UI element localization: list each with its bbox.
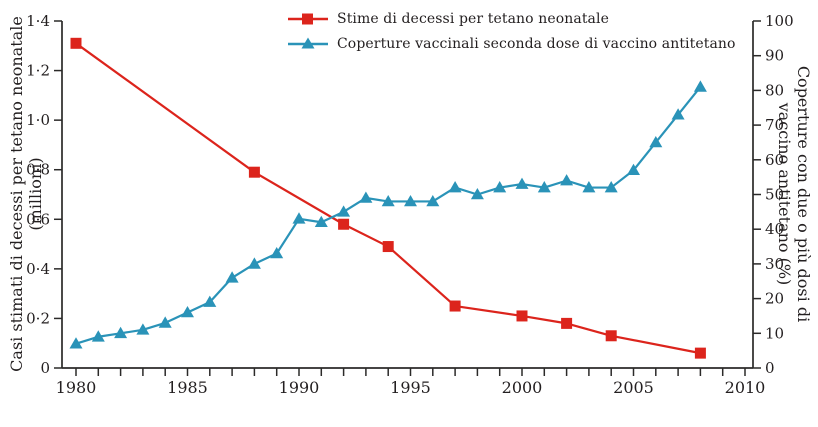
legend-item-coverage: Coperture vaccinali seconda dose di vacc… — [287, 34, 736, 54]
x-axis-tick-label: 1995 — [390, 378, 431, 397]
left-axis-tick-label: 1·0 — [26, 111, 50, 129]
left-axis-tick-label: 0·8 — [26, 161, 50, 179]
coverage-data-marker — [493, 181, 507, 193]
coverage-data-marker — [448, 181, 462, 193]
coverage-data-marker — [203, 295, 217, 307]
left-axis-tick-label: 0·6 — [26, 210, 50, 228]
coverage-data-marker — [69, 337, 83, 349]
right-axis-tick-label: 100 — [765, 12, 794, 30]
x-axis-tick-label: 1990 — [279, 378, 320, 397]
coverage-data-marker — [292, 212, 306, 224]
left-axis-title: Casi stimati di decessi per tetano neona… — [4, 16, 48, 372]
coverage-data-marker — [404, 194, 417, 207]
coverage-data-marker — [627, 163, 640, 176]
left-axis-title-line1: Casi stimati di decessi per tetano neona… — [7, 16, 26, 372]
legend-item-deaths: Stime di decessi per tetano neonatale — [287, 9, 736, 29]
deaths-data-marker — [338, 218, 350, 230]
coverage-data-marker — [91, 330, 105, 342]
coverage-series-line — [75, 86, 702, 345]
coverage-data-marker — [181, 305, 194, 318]
coverage-data-marker — [270, 246, 284, 259]
x-axis-tick-label: 1980 — [56, 378, 97, 397]
coverage-data-marker — [537, 181, 551, 193]
deaths-data-marker — [694, 347, 706, 359]
coverage-data-marker — [649, 135, 663, 148]
deaths-data-marker — [516, 310, 528, 322]
right-axis-title-line2: vaccino antitetano (%) — [775, 102, 794, 286]
deaths-data-marker — [70, 37, 82, 49]
coverage-data-marker — [114, 326, 128, 339]
x-axis-tick-label: 2010 — [725, 378, 766, 397]
deaths-data-marker — [449, 300, 461, 312]
deaths-data-marker — [248, 166, 260, 178]
coverage-data-marker — [671, 108, 685, 120]
deaths-data-marker — [561, 317, 573, 329]
coverage-data-marker — [604, 181, 618, 193]
x-axis-tick-label: 2005 — [613, 378, 654, 397]
coverage-data-marker — [225, 271, 239, 283]
left-axis-tick-label: 0 — [40, 359, 50, 377]
coverage-data-marker — [314, 215, 328, 228]
coverage-data-marker — [560, 174, 574, 186]
coverage-data-marker — [693, 80, 707, 92]
left-axis-tick-label: 1·2 — [26, 62, 50, 80]
right-axis-tick-label: 50 — [765, 186, 784, 204]
coverage-data-marker — [470, 188, 484, 200]
right-axis-tick-label: 40 — [765, 220, 784, 238]
coverage-data-marker — [582, 181, 596, 193]
coverage-data-marker — [158, 316, 172, 328]
x-axis-tick-label: 2000 — [502, 378, 543, 397]
right-axis-title: Coperture con due o più dosi di vaccino … — [770, 21, 816, 368]
legend: Stime di decessi per tetano neonatale Co… — [287, 9, 736, 54]
coverage-data-marker — [136, 323, 150, 335]
coverage-legend-label: Coperture vaccinali seconda dose di vacc… — [337, 36, 736, 52]
deaths-data-marker — [605, 330, 617, 342]
coverage-legend-marker-icon — [288, 37, 328, 49]
deaths-legend-marker-icon — [288, 13, 328, 25]
right-axis-tick-label: 70 — [765, 116, 784, 134]
coverage-data-marker — [381, 194, 395, 207]
right-axis-tick-label: 10 — [765, 324, 784, 342]
deaths-legend-label: Stime di decessi per tetano neonatale — [337, 11, 609, 27]
x-axis-tick-label: 1985 — [167, 378, 208, 397]
deaths-data-marker — [382, 241, 394, 253]
right-axis-tick-label: 0 — [765, 359, 775, 377]
right-axis-title-line1: Coperture con due o più dosi di — [794, 65, 813, 323]
left-axis-tick-label: 0·2 — [26, 309, 50, 327]
left-axis-tick-label: 0·4 — [26, 260, 50, 278]
left-axis-title-line2: (millioni) — [26, 157, 45, 231]
right-axis-tick-label: 30 — [765, 255, 784, 273]
coverage-data-marker — [247, 257, 261, 269]
right-axis-tick-label: 60 — [765, 151, 784, 169]
left-axis-tick-label: 1·4 — [26, 12, 50, 30]
coverage-data-marker — [337, 205, 351, 217]
coverage-data-marker — [426, 194, 440, 207]
right-axis-tick-label: 20 — [765, 290, 784, 308]
right-axis-tick-label: 90 — [765, 47, 784, 65]
coverage-data-marker — [515, 177, 529, 189]
coverage-data-marker — [359, 191, 373, 203]
right-axis-tick-label: 80 — [765, 81, 784, 99]
